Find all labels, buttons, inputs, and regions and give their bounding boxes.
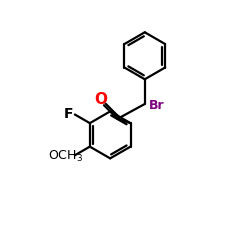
- Text: Br: Br: [148, 99, 164, 112]
- Text: F: F: [64, 107, 73, 121]
- Text: O: O: [94, 92, 108, 106]
- Text: OCH$_3$: OCH$_3$: [48, 149, 83, 164]
